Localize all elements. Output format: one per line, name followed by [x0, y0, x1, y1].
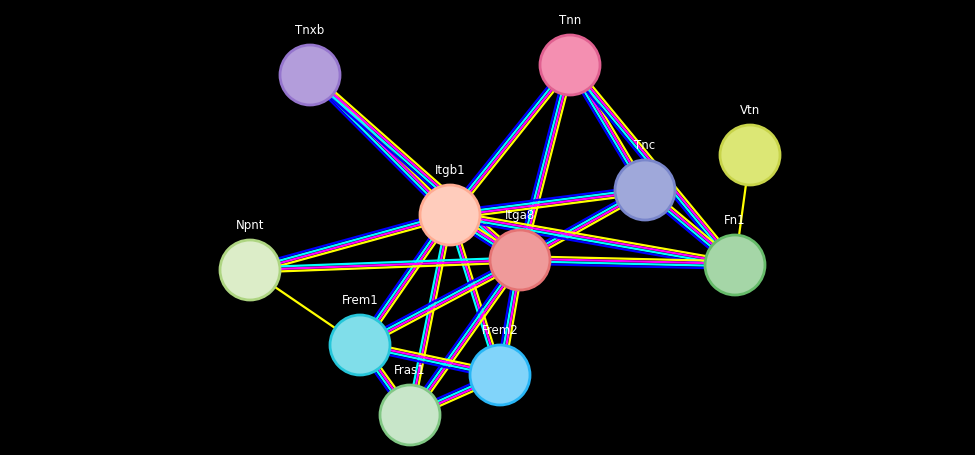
Text: Tnc: Tnc — [635, 139, 655, 152]
Text: Itgb1: Itgb1 — [435, 164, 465, 177]
Text: Tnxb: Tnxb — [295, 24, 325, 37]
Text: Frem2: Frem2 — [482, 324, 519, 337]
Text: Fras1: Fras1 — [394, 364, 426, 377]
Circle shape — [220, 240, 280, 300]
Circle shape — [490, 230, 550, 290]
Text: Fn1: Fn1 — [724, 214, 746, 227]
Circle shape — [330, 315, 390, 375]
Text: Npnt: Npnt — [236, 219, 264, 232]
Circle shape — [540, 35, 600, 95]
Circle shape — [380, 385, 440, 445]
Text: Itga8: Itga8 — [505, 209, 535, 222]
Circle shape — [280, 45, 340, 105]
Circle shape — [615, 160, 675, 220]
Circle shape — [720, 125, 780, 185]
Circle shape — [420, 185, 480, 245]
Circle shape — [470, 345, 530, 405]
Text: Vtn: Vtn — [740, 104, 760, 117]
Circle shape — [705, 235, 765, 295]
Text: Tnn: Tnn — [559, 14, 581, 27]
Text: Frem1: Frem1 — [341, 294, 378, 307]
